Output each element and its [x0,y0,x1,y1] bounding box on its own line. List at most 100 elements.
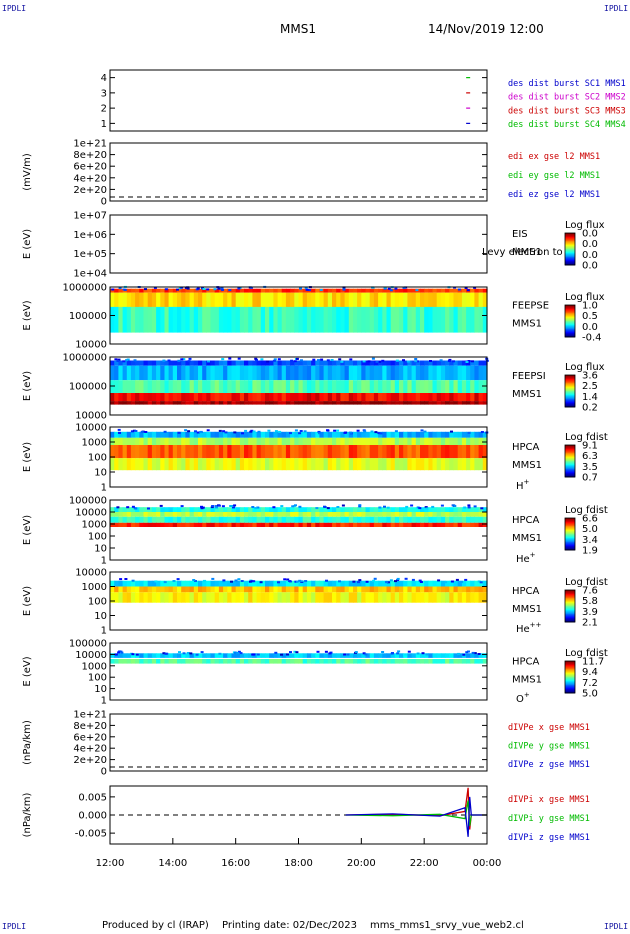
colorbar-tick-label: 9.4 [582,667,598,678]
spectrogram-cell [139,516,145,523]
y-tick-label: 1000 [82,520,107,531]
panel-background [110,643,487,700]
spectrogram-speckle [473,652,477,655]
spectrogram-cell [378,592,383,603]
spectrogram-cell [239,288,245,293]
spectrogram-cell [223,653,228,658]
spectrogram-cell [126,360,132,366]
spectrogram-cell [252,393,258,402]
spectrogram-cell [428,380,434,393]
spectrogram-cell [361,586,367,593]
spectrogram-speckle [394,287,398,290]
colorbar-cell [565,682,575,685]
spectrogram-cell [244,522,249,527]
y-tick-label: 4e+20 [73,173,107,184]
spectrogram-cell [164,306,170,333]
spectrogram-cell [357,592,362,603]
spectrogram-speckle [272,506,276,509]
spectrogram-cell [453,592,459,603]
spectrogram-cell [390,360,396,366]
colorbar-cell [565,532,575,535]
y-tick-label: 1e+05 [73,249,107,260]
spectrogram-cell [244,458,249,471]
spectrogram-cell [390,522,396,527]
y-tick-label: 100000 [69,382,107,393]
spectrogram-cell [386,306,392,333]
spectrogram-cell [336,580,341,587]
spectrogram-cell [248,380,253,393]
spectrogram-cell [256,306,262,333]
spectrogram-speckle [114,358,118,361]
colorbar-tick-label: 0.0 [582,229,598,240]
spectrogram-cell [365,401,371,405]
spectrogram-speckle [460,580,464,583]
spectrogram-cell [357,516,362,523]
spectrogram-cell [407,380,413,393]
spectrogram-cell [198,380,203,393]
spectrogram-cell [466,380,471,393]
spectrogram-cell [135,292,140,307]
spectrogram-cell [198,306,203,333]
spectrogram-cell [202,431,207,438]
spectrogram-cell [315,360,321,366]
spectrogram-cell [143,580,149,587]
colorbar-cell [565,461,575,463]
spectrogram-cell [198,360,203,366]
spectrogram-cell [415,516,421,523]
spectrogram-speckle [206,429,210,432]
panel-background [110,143,487,201]
spectrogram-cell [461,659,467,664]
spectrogram-cell [239,458,245,471]
colorbar-cell [565,524,575,527]
spectrogram-cell [378,437,383,445]
spectrogram-cell [466,292,471,307]
spectrogram-cell [151,458,157,471]
spectrogram-cell [193,360,199,366]
spectrogram-cell [470,437,475,445]
spectrogram-cell [239,522,245,527]
spectrogram-cell [298,445,304,459]
spectrogram-cell [407,592,413,603]
spectrogram-cell [156,516,161,523]
spectrogram-cell [218,380,224,393]
spectrogram-cell [244,516,249,523]
spectrogram-speckle [256,506,260,509]
spectrogram-cell [110,516,115,523]
spectrogram-cell [244,401,249,405]
spectrogram-cell [210,507,216,512]
spectrogram-cell [147,431,153,438]
colorbar-cell [565,445,575,447]
spectrogram-cell [474,586,480,593]
spectrogram-cell [373,458,379,471]
spectrogram-speckle [252,580,256,583]
spectrogram-cell [399,586,404,593]
spectrogram-cell [340,586,346,593]
spectrogram-speckle [295,357,299,360]
spectrogram-speckle [180,286,184,289]
spectrogram-cell [432,522,438,527]
spectrogram-cell [319,365,325,381]
spectrogram-cell [411,653,417,658]
spectrogram-cell [277,292,283,307]
spectrogram-cell [285,659,291,664]
spectrogram-cell [198,522,203,527]
spectrogram-cell [369,445,375,459]
spectrogram-cell [239,393,245,402]
spectrogram-cell [265,586,270,593]
spectrogram-cell [323,592,329,603]
spectrogram-cell [248,365,253,381]
spectrogram-cell [457,653,463,658]
spectrogram-cell [139,659,145,664]
y-tick-label: 4 [101,73,107,84]
spectrogram-cell [449,592,455,603]
spectrogram-cell [223,586,228,593]
spectrogram-cell [461,292,467,307]
colorbar-cell [565,327,575,330]
spectrogram-speckle [202,288,206,290]
spectrogram-cell [369,401,375,405]
spectrogram-cell [126,507,132,512]
colorbar-cell [565,246,575,249]
spectrogram-cell [252,586,258,593]
spectrogram-cell [474,365,480,381]
spectrogram-speckle [383,287,387,290]
